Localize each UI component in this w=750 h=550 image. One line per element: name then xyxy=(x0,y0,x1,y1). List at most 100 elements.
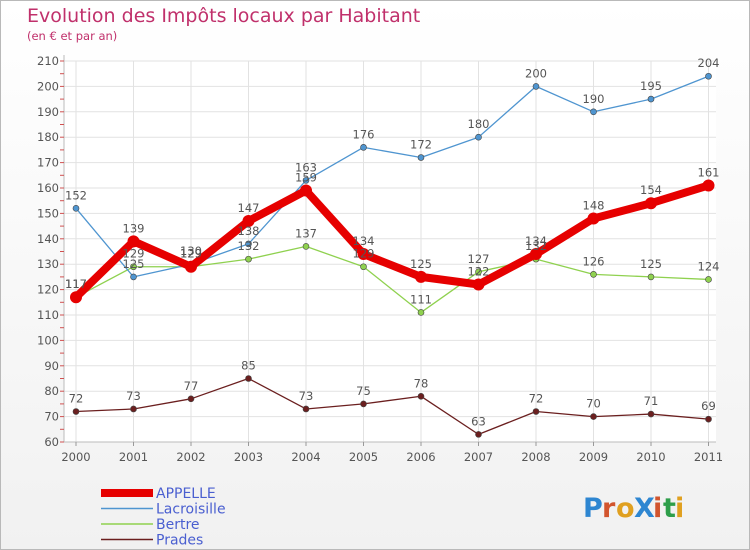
data-point xyxy=(185,260,197,273)
data-point xyxy=(360,400,367,408)
data-point xyxy=(417,392,425,400)
data-label: 78 xyxy=(414,376,429,390)
logo-letter: t xyxy=(663,493,676,524)
data-point xyxy=(302,243,310,250)
data-label: 72 xyxy=(529,392,544,406)
legend-label: Lacroisille xyxy=(156,502,226,518)
series-line xyxy=(72,181,713,302)
logo-letter: o xyxy=(616,493,635,524)
data-point xyxy=(705,276,712,283)
x-tick-label: 2004 xyxy=(291,450,320,464)
data-label: 147 xyxy=(238,201,260,215)
data-label: 72 xyxy=(69,392,84,406)
y-tick-label: 60 xyxy=(44,435,59,449)
legend-label: Bertre xyxy=(156,517,200,533)
data-label: 70 xyxy=(586,397,601,411)
series-prades xyxy=(72,375,712,438)
data-point xyxy=(302,177,310,184)
data-label: 148 xyxy=(583,198,605,212)
x-tick-label: 2001 xyxy=(119,450,148,464)
data-label: 117 xyxy=(65,277,87,291)
data-label: 137 xyxy=(295,226,317,240)
y-tick-label: 210 xyxy=(37,54,59,68)
y-tick-label: 70 xyxy=(44,410,59,424)
x-tick-label: 2003 xyxy=(234,450,263,464)
legend-label: APPELLE xyxy=(156,486,216,502)
y-tick-label: 190 xyxy=(37,105,59,119)
data-point xyxy=(130,263,137,271)
y-tick-label: 110 xyxy=(37,308,59,322)
data-point xyxy=(590,413,597,420)
data-point xyxy=(647,410,655,418)
logo-letter: X xyxy=(634,493,655,524)
x-tick-label: 2008 xyxy=(521,450,550,464)
data-point xyxy=(417,309,425,316)
data-label: 204 xyxy=(698,56,720,70)
data-point xyxy=(647,95,655,103)
data-point xyxy=(475,133,482,141)
y-tick-label: 120 xyxy=(37,283,59,297)
logo-letter: i xyxy=(653,493,662,524)
data-label: 134 xyxy=(353,234,375,248)
data-label: 134 xyxy=(525,234,547,248)
y-tick-label: 180 xyxy=(37,130,59,144)
data-label: 73 xyxy=(126,389,141,403)
y-tick-label: 80 xyxy=(44,384,59,398)
data-label: 161 xyxy=(698,165,720,179)
data-point xyxy=(475,268,482,276)
x-tick-label: 2011 xyxy=(694,450,723,464)
data-label: 122 xyxy=(468,265,490,279)
y-tick-label: 130 xyxy=(37,257,59,271)
data-label: 71 xyxy=(644,394,659,408)
y-tick-label: 150 xyxy=(37,206,59,220)
data-point xyxy=(360,263,367,271)
data-point xyxy=(705,415,712,423)
data-label: 126 xyxy=(583,254,605,268)
data-label: 125 xyxy=(123,257,145,271)
data-label: 130 xyxy=(180,244,202,258)
data-point xyxy=(70,291,82,304)
data-point xyxy=(647,273,655,281)
series-line xyxy=(75,377,710,436)
data-label: 77 xyxy=(184,379,199,393)
data-label: 73 xyxy=(299,389,314,403)
data-label: 163 xyxy=(295,160,317,174)
data-label: 125 xyxy=(640,257,662,271)
logo-letter: P xyxy=(583,493,603,524)
data-point xyxy=(242,215,255,228)
data-point xyxy=(187,395,195,403)
data-point xyxy=(590,108,597,116)
x-tick-label: 2009 xyxy=(579,450,608,464)
chart-subtitle: (en € et par an) xyxy=(27,29,118,43)
data-label: 159 xyxy=(295,171,317,185)
data-label: 117 xyxy=(65,277,87,291)
data-point xyxy=(245,240,252,248)
x-tick-label: 2007 xyxy=(464,450,493,464)
data-label: 125 xyxy=(410,257,432,271)
data-label: 75 xyxy=(356,384,371,398)
data-point xyxy=(130,405,137,413)
data-point xyxy=(130,273,137,281)
data-point xyxy=(127,235,140,248)
data-label: 152 xyxy=(65,188,87,202)
x-tick-label: 2005 xyxy=(349,450,378,464)
y-tick-label: 90 xyxy=(44,359,59,373)
data-point xyxy=(302,405,310,413)
data-point xyxy=(72,205,80,212)
series-appelle xyxy=(70,179,715,304)
data-label: 154 xyxy=(640,183,662,197)
data-label: 129 xyxy=(123,247,145,261)
plot-area xyxy=(64,61,716,442)
data-point xyxy=(300,184,312,197)
data-point xyxy=(417,154,425,161)
data-point xyxy=(72,408,80,415)
data-point xyxy=(702,179,715,192)
data-label: 132 xyxy=(525,239,547,253)
y-tick-label: 140 xyxy=(37,232,59,246)
data-label: 129 xyxy=(353,247,375,261)
y-tick-label: 200 xyxy=(37,79,59,93)
logo-letter: i xyxy=(675,493,684,524)
